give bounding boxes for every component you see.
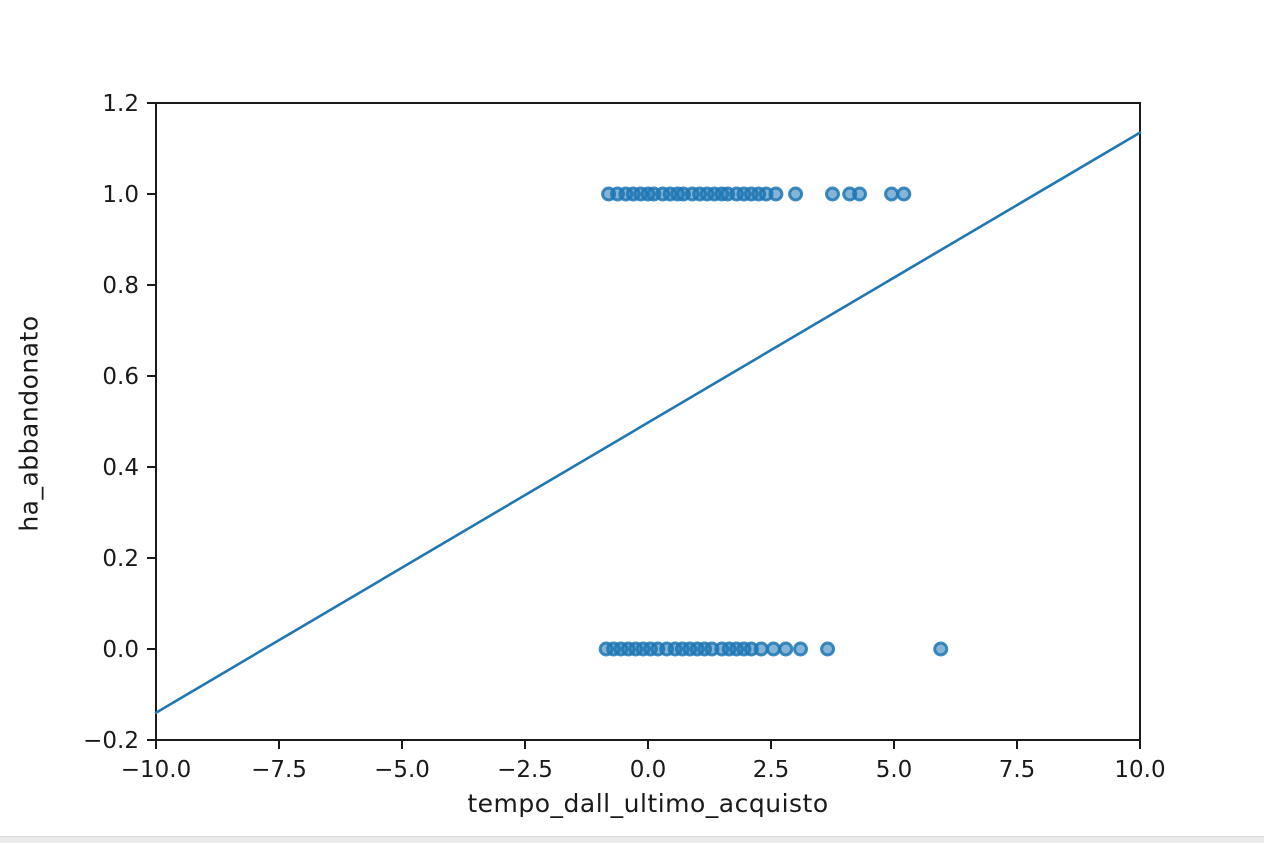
scatter-point — [793, 641, 809, 657]
y-tick-label: −0.2 — [83, 728, 139, 754]
x-tick-label: 0.0 — [630, 757, 667, 783]
x-tick-label: −2.5 — [497, 757, 553, 783]
y-tick-label: 0.2 — [102, 546, 139, 572]
x-tick-label: 7.5 — [999, 757, 1036, 783]
regression-line — [154, 131, 1142, 715]
y-axis-label: ha_abbandonato — [14, 315, 44, 532]
x-tick-label: −7.5 — [251, 757, 307, 783]
scatter-point — [825, 186, 840, 202]
x-tick-label: −10.0 — [121, 757, 191, 783]
scatter-point — [788, 186, 804, 202]
scatter-point — [778, 641, 794, 657]
x-axis-label: tempo_dall_ultimo_acquisto — [467, 789, 829, 818]
y-tick-label: 1.2 — [102, 91, 139, 117]
scatter-point — [884, 186, 900, 202]
y-tick-label: 0.4 — [102, 455, 139, 481]
scatter-point — [753, 641, 769, 657]
x-tick-label: 5.0 — [876, 757, 913, 783]
scatter-point — [896, 186, 912, 202]
scatter-point — [765, 641, 781, 657]
x-tick-label: 2.5 — [753, 757, 790, 783]
y-tick-label: 0.6 — [102, 364, 139, 390]
scatter-point — [768, 186, 784, 202]
x-tick-label: 10.0 — [1114, 757, 1165, 783]
y-tick-label: 0.0 — [102, 637, 139, 663]
y-tick-label: 1.0 — [102, 182, 139, 208]
scatter-point — [820, 641, 836, 657]
y-tick-label: 0.8 — [102, 273, 139, 299]
scatter-point — [852, 186, 868, 202]
scatter-point — [933, 641, 949, 657]
bottom-strip — [0, 836, 1264, 843]
x-tick-label: −5.0 — [374, 757, 430, 783]
